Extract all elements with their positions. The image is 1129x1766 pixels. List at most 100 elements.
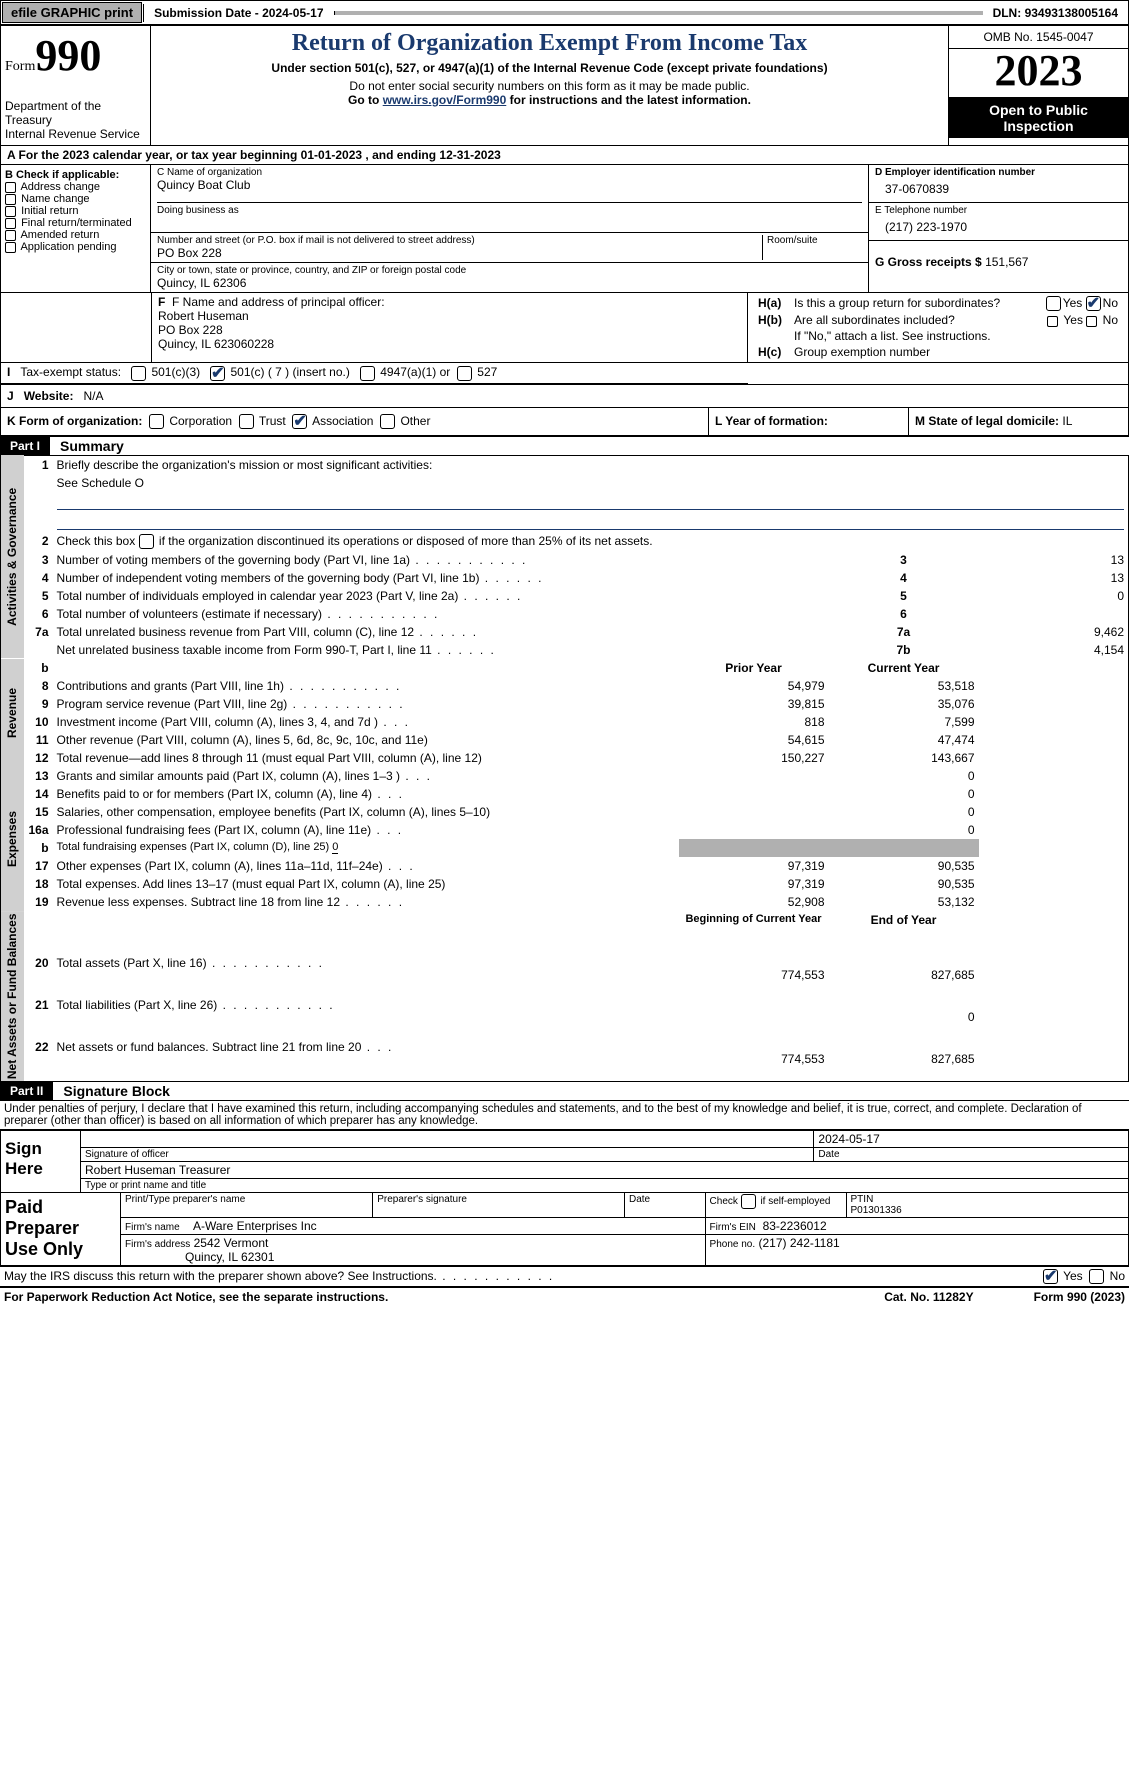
- f-label: F F Name and address of principal office…: [158, 295, 741, 309]
- dba-label: Doing business as: [157, 202, 862, 216]
- hb-label: Are all subordinates included?: [790, 312, 1012, 328]
- checkbox-corp[interactable]: [149, 414, 164, 429]
- line19-text: Revenue less expenses. Subtract line 18 …: [53, 893, 679, 911]
- line12-text: Total revenue—add lines 8 through 11 (mu…: [53, 749, 679, 767]
- checkbox-application-pending[interactable]: [5, 242, 16, 253]
- ha-label: Is this a group return for subordinates?: [790, 295, 1012, 312]
- line7b-text: Net unrelated business taxable income fr…: [53, 641, 829, 659]
- checkbox-address-change[interactable]: [5, 182, 16, 193]
- topbar: efile GRAPHIC print Submission Date - 20…: [0, 0, 1129, 25]
- summary-table: Activities & Governance 1 Briefly descri…: [0, 455, 1129, 1082]
- type-name-label: Type or print name and title: [81, 1178, 1128, 1192]
- form-org-label: K Form of organization:: [7, 414, 142, 428]
- line1-text: Briefly describe the organization's miss…: [53, 455, 1129, 474]
- line15-text: Salaries, other compensation, employee b…: [53, 803, 679, 821]
- line1-value: See Schedule O: [53, 474, 1129, 492]
- dln: DLN: 93493138005164: [983, 4, 1128, 22]
- declaration-text: Under penalties of perjury, I declare th…: [0, 1100, 1129, 1129]
- line7a-val: 9,462: [979, 623, 1129, 641]
- form-footer: Form 990 (2023): [1034, 1290, 1125, 1304]
- gross-receipts-label: G Gross receipts $: [875, 255, 985, 269]
- discuss-row: May the IRS discuss this return with the…: [0, 1266, 1129, 1286]
- checkbox-527[interactable]: [457, 366, 472, 381]
- section-revenue: Revenue: [1, 659, 25, 767]
- checkbox-ha-no[interactable]: ✔: [1086, 296, 1101, 311]
- phone-label: E Telephone number: [875, 205, 1122, 216]
- firm-ein-row: Firm's EIN 83-2236012: [705, 1217, 1128, 1234]
- checkbox-amended-return[interactable]: [5, 230, 16, 241]
- checkbox-501c3[interactable]: [131, 366, 146, 381]
- ein-value: 37-0670839: [875, 178, 1122, 200]
- subtitle-3: Go to www.irs.gov/Form990 for instructio…: [159, 93, 940, 107]
- section-expenses: Expenses: [1, 767, 25, 911]
- checkbox-ha-yes[interactable]: [1046, 296, 1061, 311]
- checkbox-hb-yes[interactable]: [1047, 316, 1058, 327]
- line16b-text: Total fundraising expenses (Part IX, col…: [53, 839, 679, 857]
- line6-text: Total number of volunteers (estimate if …: [53, 605, 829, 623]
- line11-text: Other revenue (Part VIII, column (A), li…: [53, 731, 679, 749]
- line3-text: Number of voting members of the governin…: [53, 551, 829, 569]
- end-year-hdr: End of Year: [829, 911, 979, 953]
- irs-link[interactable]: www.irs.gov/Form990: [383, 93, 507, 107]
- sig-date: 2024-05-17: [814, 1131, 1128, 1148]
- checkbox-4947[interactable]: [360, 366, 375, 381]
- form-header: Form990 Department of the Treasury Inter…: [0, 25, 1129, 146]
- row-a-tax-year: A For the 2023 calendar year, or tax yea…: [0, 146, 1129, 165]
- checkbox-initial-return[interactable]: [5, 206, 16, 217]
- form-title: Return of Organization Exempt From Incom…: [159, 30, 940, 57]
- year-formation: L Year of formation:: [708, 408, 908, 435]
- checkbox-final-return[interactable]: [5, 218, 16, 229]
- room-label: Room/suite: [767, 235, 862, 246]
- sign-here-label: Sign Here: [1, 1131, 81, 1192]
- efile-print-button[interactable]: efile GRAPHIC print: [2, 2, 142, 23]
- line9-text: Program service revenue (Part VIII, line…: [53, 695, 679, 713]
- date-label: Date: [814, 1147, 1128, 1161]
- topbar-spacer: [334, 11, 983, 15]
- tax-year: 2023: [949, 49, 1128, 98]
- line2-text: Check this box if the organization disco…: [53, 532, 1129, 551]
- checkbox-discuss-no[interactable]: [1089, 1269, 1104, 1284]
- identity-block: B Check if applicable: Address change Na…: [0, 165, 1129, 293]
- checkbox-name-change[interactable]: [5, 194, 16, 205]
- hc-label: Group exemption number: [790, 344, 1122, 360]
- status-website-block: I Tax-exempt status: 501(c)(3) ✔ 501(c) …: [0, 363, 1129, 384]
- checkbox-assoc[interactable]: ✔: [292, 414, 307, 429]
- sig-officer-label: Signature of officer: [81, 1147, 814, 1161]
- line10-text: Investment income (Part VIII, column (A)…: [53, 713, 679, 731]
- checkbox-501c[interactable]: ✔: [210, 366, 225, 381]
- part2-header: Part II Signature Block: [0, 1082, 1129, 1100]
- checkbox-discuss-yes[interactable]: ✔: [1043, 1269, 1058, 1284]
- line7b-val: 4,154: [979, 641, 1129, 659]
- current-year-hdr: Current Year: [829, 659, 979, 677]
- section-net-assets: Net Assets or Fund Balances: [1, 911, 25, 1081]
- submission-date: Submission Date - 2024-05-17: [143, 4, 333, 22]
- gross-receipts-value: 151,567: [985, 255, 1028, 269]
- officer-name-title: Robert Huseman Treasurer: [81, 1161, 1128, 1178]
- checkbox-self-employed[interactable]: [741, 1194, 756, 1209]
- firm-phone-row: Phone no. (217) 242-1181: [705, 1234, 1128, 1265]
- col-b-header: B Check if applicable:: [5, 169, 146, 181]
- prep-date-hdr: Date: [625, 1193, 706, 1218]
- firm-name-row: Firm's name A-Ware Enterprises Inc: [121, 1217, 705, 1234]
- part1-header: Part I Summary: [0, 436, 1129, 455]
- prep-name-hdr: Print/Type preparer's name: [121, 1193, 373, 1218]
- firm-addr-row: Firm's address 2542 Vermont Quincy, IL 6…: [121, 1234, 705, 1265]
- line13-text: Grants and similar amounts paid (Part IX…: [53, 767, 679, 785]
- line7a-text: Total unrelated business revenue from Pa…: [53, 623, 829, 641]
- checkbox-trust[interactable]: [239, 414, 254, 429]
- addr-label: Number and street (or P.O. box if mail i…: [157, 235, 762, 246]
- checkbox-other[interactable]: [380, 414, 395, 429]
- line5-text: Total number of individuals employed in …: [53, 587, 829, 605]
- state-domicile: M State of legal domicile: IL: [908, 408, 1128, 435]
- officer-group-block: F F Name and address of principal office…: [0, 293, 1129, 363]
- tax-exempt-label: Tax-exempt status:: [20, 365, 121, 379]
- checkbox-hb-no[interactable]: [1086, 316, 1097, 327]
- line8-text: Contributions and grants (Part VIII, lin…: [53, 677, 679, 695]
- paperwork-notice: For Paperwork Reduction Act Notice, see …: [4, 1290, 388, 1304]
- org-name: Quincy Boat Club: [157, 178, 862, 192]
- website-row: J Website: N/A: [0, 385, 1129, 408]
- sign-here-block: Sign Here 2024-05-17 Signature of office…: [0, 1129, 1129, 1193]
- checkbox-discontinued[interactable]: [139, 534, 154, 549]
- website-value: N/A: [84, 389, 104, 403]
- line5-val: 0: [979, 587, 1129, 605]
